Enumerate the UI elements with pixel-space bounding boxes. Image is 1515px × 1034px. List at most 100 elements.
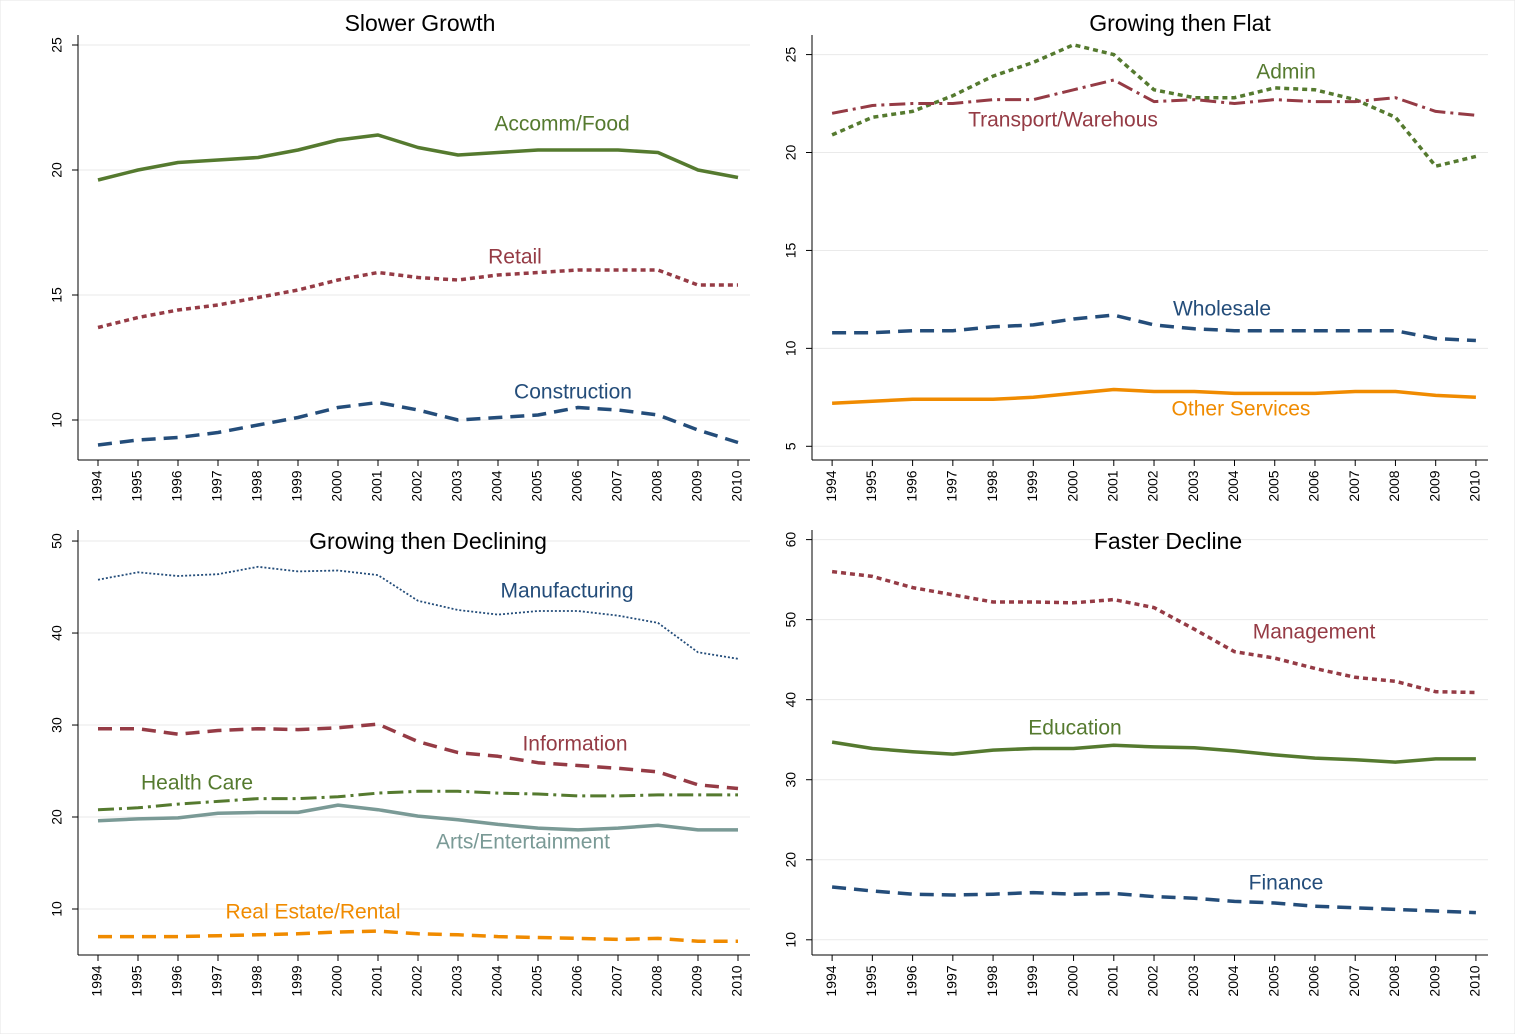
x-tick-label: 2008	[649, 965, 665, 996]
series-line	[832, 387, 1476, 405]
x-tick-label: 2010	[729, 965, 745, 996]
x-tick-label: 1999	[1024, 965, 1040, 996]
y-tick-label: 25	[49, 37, 65, 53]
x-tick-label: 1995	[863, 965, 879, 996]
series-label: Health Care	[141, 772, 253, 795]
series-line	[97, 565, 739, 660]
x-tick-label: 1998	[984, 965, 1000, 996]
y-tick-label: 10	[783, 932, 799, 948]
series-label: Transport/Warehous	[968, 109, 1158, 132]
x-tick-label: 2004	[489, 965, 505, 996]
series-label: Arts/Entertainment	[436, 831, 610, 854]
x-tick-label: 1995	[863, 470, 879, 501]
x-tick-label: 1998	[249, 470, 265, 501]
x-tick-label: 2010	[1467, 470, 1483, 501]
x-tick-label: 2002	[409, 965, 425, 996]
series-line	[97, 268, 738, 330]
y-tick-label: 20	[783, 145, 799, 161]
x-tick-label: 2003	[1185, 470, 1201, 501]
x-tick-label: 2003	[449, 470, 465, 501]
series-label: Information	[522, 733, 627, 756]
x-tick-label: 2000	[1064, 965, 1080, 996]
chart-title: Growing then Declining	[309, 528, 547, 554]
x-tick-label: 1998	[984, 470, 1000, 501]
chart-title: Growing then Flat	[1089, 10, 1271, 36]
x-tick-label: 2005	[1265, 965, 1281, 996]
x-tick-label: 2001	[369, 470, 385, 501]
y-tick-label: 30	[783, 772, 799, 788]
y-tick-label: 5	[783, 442, 799, 450]
x-tick-label: 2002	[1145, 965, 1161, 996]
series-label: Retail	[488, 246, 542, 269]
x-tick-label: 1997	[209, 470, 225, 501]
series-label: Real Estate/Rental	[225, 901, 400, 924]
x-tick-label: 2006	[569, 470, 585, 501]
x-tick-label: 2002	[409, 470, 425, 501]
x-tick-label: 1995	[129, 965, 145, 996]
x-tick-label: 2005	[1265, 470, 1281, 501]
x-tick-label: 2000	[329, 470, 345, 501]
series-label: Finance	[1249, 872, 1324, 895]
y-tick-label: 20	[49, 809, 65, 825]
x-tick-label: 2009	[1426, 965, 1442, 996]
x-tick-label: 2007	[609, 965, 625, 996]
x-tick-label: 2001	[369, 965, 385, 996]
panel: 5 10 15 20 25 1994 1995 1996 1997 1998 1999 2000 200…	[783, 10, 1488, 502]
x-tick-label: 2010	[729, 470, 745, 501]
x-tick-label: 2006	[1306, 965, 1322, 996]
y-tick-label: 10	[49, 412, 65, 428]
x-tick-label: 2006	[569, 965, 585, 996]
chart-title: Faster Decline	[1094, 528, 1242, 554]
x-tick-label: 2008	[649, 470, 665, 501]
x-tick-label: 2004	[1225, 965, 1241, 996]
y-tick-label: 40	[783, 692, 799, 708]
x-tick-label: 1999	[1024, 470, 1040, 501]
series-label: Education	[1028, 717, 1121, 740]
x-tick-label: 1996	[903, 965, 919, 996]
x-tick-label: 2004	[1225, 470, 1241, 501]
x-tick-label: 2001	[1104, 470, 1120, 501]
panel: 10 20 30 40 50 60 1994 1995 1996 1997 1998 1999 2000…	[783, 528, 1488, 997]
series-line	[98, 929, 738, 943]
series-label: Accomm/Food	[494, 113, 629, 136]
x-tick-label: 2003	[1185, 965, 1201, 996]
series-line	[831, 885, 1476, 915]
y-tick-label: 20	[49, 162, 65, 178]
x-tick-label: 2007	[609, 470, 625, 501]
x-tick-label: 2008	[1386, 470, 1402, 501]
x-tick-label: 2009	[1426, 470, 1442, 501]
x-tick-label: 1994	[89, 470, 105, 501]
y-tick-label: 30	[49, 717, 65, 733]
x-tick-label: 2005	[529, 965, 545, 996]
series-label: Manufacturing	[500, 580, 633, 603]
x-tick-label: 2009	[689, 965, 705, 996]
chart-title: Slower Growth	[345, 10, 496, 36]
y-tick-label: 10	[783, 340, 799, 356]
x-tick-label: 1997	[944, 965, 960, 996]
x-tick-label: 1995	[129, 470, 145, 501]
x-tick-label: 1998	[249, 965, 265, 996]
x-tick-label: 1999	[289, 470, 305, 501]
x-tick-label: 1996	[169, 470, 185, 501]
series-line	[97, 400, 739, 447]
series-line	[97, 803, 738, 832]
series-line	[832, 313, 1476, 343]
series-label: Construction	[514, 381, 632, 404]
series-line	[831, 78, 1477, 117]
x-tick-label: 1996	[169, 965, 185, 996]
series-line	[97, 789, 738, 812]
x-tick-label: 2001	[1104, 965, 1120, 996]
series-line	[98, 722, 739, 791]
series-label: Admin	[1256, 61, 1316, 84]
x-tick-label: 2000	[1064, 470, 1080, 501]
x-tick-label: 1994	[89, 965, 105, 996]
panel: 10 15 20 25 1994 1995 1996 1997 1998 1999 2000 2001…	[49, 10, 750, 502]
x-tick-label: 2009	[689, 470, 705, 501]
series-line	[831, 43, 1477, 168]
series-label: Wholesale	[1173, 298, 1271, 321]
y-tick-label: 15	[783, 242, 799, 258]
x-tick-label: 2007	[1346, 470, 1362, 501]
x-tick-label: 1999	[289, 965, 305, 996]
y-tick-label: 50	[783, 612, 799, 628]
